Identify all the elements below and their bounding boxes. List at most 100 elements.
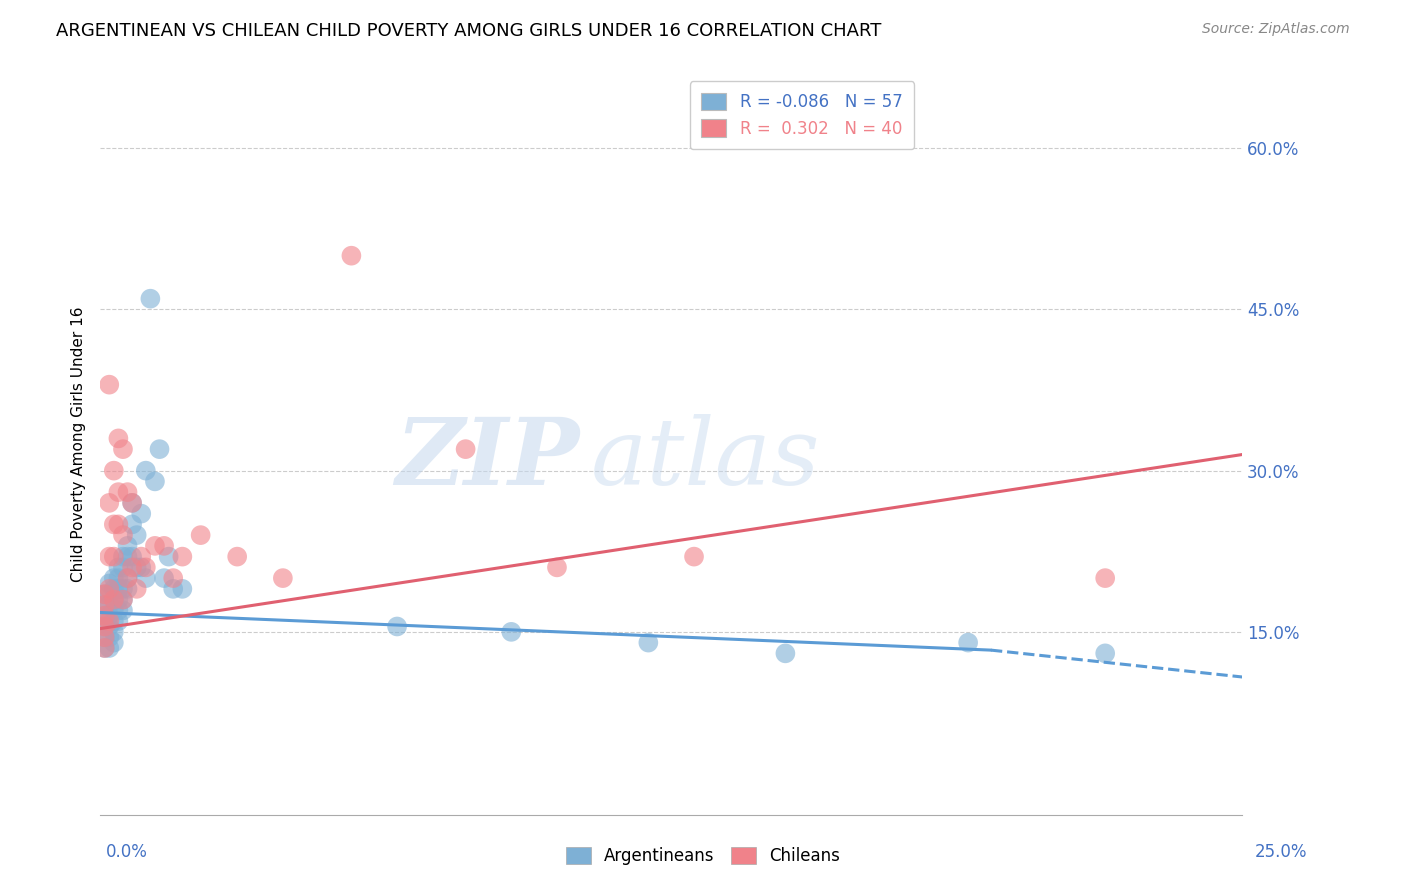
Point: [103, 464, 125, 478]
Point: [107, 560, 129, 574]
Point: [143, 539, 166, 553]
Point: [93, 619, 115, 633]
Point: [93, 608, 115, 623]
Point: [117, 571, 139, 585]
Y-axis label: Child Poverty Among Girls Under 16: Child Poverty Among Girls Under 16: [72, 306, 86, 582]
Point: [111, 582, 134, 596]
Point: [117, 485, 139, 500]
Point: [98, 619, 121, 633]
Point: [111, 528, 134, 542]
Point: [103, 517, 125, 532]
Point: [125, 528, 148, 542]
Point: [93, 598, 115, 612]
Point: [103, 592, 125, 607]
Point: [111, 603, 134, 617]
Text: Source: ZipAtlas.com: Source: ZipAtlas.com: [1202, 22, 1350, 37]
Point: [121, 496, 143, 510]
Point: [103, 603, 125, 617]
Point: [129, 549, 152, 564]
Text: atlas: atlas: [592, 414, 821, 504]
Point: [98, 598, 121, 612]
Point: [121, 496, 143, 510]
Point: [98, 608, 121, 623]
Point: [129, 507, 152, 521]
Legend: R = -0.086   N = 57, R =  0.302   N = 40: R = -0.086 N = 57, R = 0.302 N = 40: [690, 81, 914, 149]
Point: [172, 582, 194, 596]
Point: [143, 475, 166, 489]
Point: [121, 560, 143, 574]
Point: [93, 630, 115, 644]
Point: [103, 549, 125, 564]
Point: [98, 549, 121, 564]
Point: [157, 549, 180, 564]
Point: [172, 549, 194, 564]
Point: [93, 587, 115, 601]
Point: [117, 549, 139, 564]
Point: [98, 630, 121, 644]
Point: [153, 539, 176, 553]
Point: [385, 619, 408, 633]
Point: [93, 608, 115, 623]
Point: [98, 640, 121, 655]
Point: [1094, 571, 1116, 585]
Point: [103, 624, 125, 639]
Point: [107, 517, 129, 532]
Text: ARGENTINEAN VS CHILEAN CHILD POVERTY AMONG GIRLS UNDER 16 CORRELATION CHART: ARGENTINEAN VS CHILEAN CHILD POVERTY AMO…: [56, 22, 882, 40]
Point: [637, 635, 659, 649]
Text: ZIP: ZIP: [395, 414, 579, 504]
Point: [103, 635, 125, 649]
Point: [121, 517, 143, 532]
Point: [111, 592, 134, 607]
Point: [454, 442, 477, 457]
Point: [546, 560, 568, 574]
Text: 0.0%: 0.0%: [105, 843, 148, 861]
Point: [340, 249, 363, 263]
Point: [775, 646, 797, 660]
Point: [111, 549, 134, 564]
Point: [121, 549, 143, 564]
Legend: Argentineans, Chileans: Argentineans, Chileans: [555, 837, 851, 875]
Point: [103, 582, 125, 596]
Point: [190, 528, 212, 542]
Point: [271, 571, 294, 585]
Point: [107, 582, 129, 596]
Point: [98, 377, 121, 392]
Point: [135, 571, 157, 585]
Point: [501, 624, 523, 639]
Point: [1094, 646, 1116, 660]
Point: [117, 571, 139, 585]
Point: [93, 619, 115, 633]
Point: [117, 539, 139, 553]
Point: [93, 640, 115, 655]
Point: [107, 485, 129, 500]
Point: [107, 603, 129, 617]
Point: [98, 614, 121, 628]
Point: [111, 442, 134, 457]
Point: [107, 571, 129, 585]
Point: [148, 442, 170, 457]
Point: [98, 496, 121, 510]
Point: [162, 582, 184, 596]
Point: [683, 549, 706, 564]
Point: [98, 587, 121, 601]
Point: [153, 571, 176, 585]
Point: [93, 587, 115, 601]
Point: [226, 549, 249, 564]
Point: [98, 582, 121, 596]
Point: [111, 560, 134, 574]
Point: [93, 598, 115, 612]
Point: [139, 292, 162, 306]
Point: [135, 464, 157, 478]
Point: [103, 571, 125, 585]
Point: [117, 582, 139, 596]
Point: [162, 571, 184, 585]
Point: [125, 582, 148, 596]
Text: 25.0%: 25.0%: [1256, 843, 1308, 861]
Point: [111, 592, 134, 607]
Point: [957, 635, 980, 649]
Point: [103, 592, 125, 607]
Point: [107, 431, 129, 445]
Point: [135, 560, 157, 574]
Point: [98, 576, 121, 591]
Point: [107, 592, 129, 607]
